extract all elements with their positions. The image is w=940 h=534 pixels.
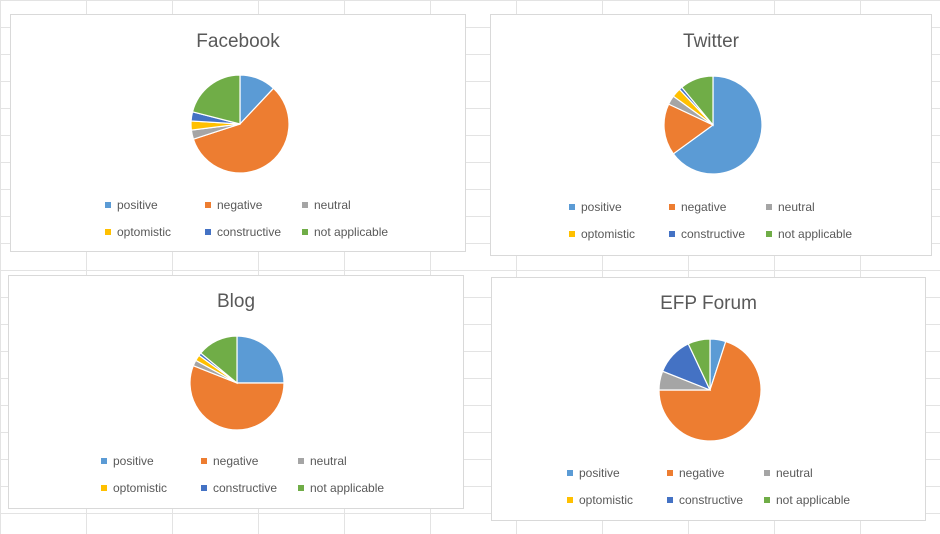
legend-label: constructive [213, 481, 278, 495]
legend-label: neutral [314, 198, 351, 212]
legend-item: constructive [669, 227, 745, 241]
chart-card: Twitter positive negative neutral optomistic… [490, 14, 932, 256]
legend-item: optomistic [101, 481, 167, 495]
pie-chart [189, 335, 285, 431]
legend-item: constructive [205, 225, 281, 239]
legend-swatch [667, 497, 673, 503]
legend-label: positive [579, 466, 620, 480]
legend-item: positive [101, 454, 154, 468]
legend-label: negative [679, 466, 725, 480]
pie-slice-negative [189, 364, 285, 431]
legend-swatch [101, 458, 107, 464]
legend-label: positive [581, 200, 622, 214]
pie-slice-negative [658, 340, 762, 442]
legend-swatch [569, 204, 575, 210]
legend-label: positive [117, 198, 158, 212]
legend-item: positive [105, 198, 158, 212]
legend-label: neutral [778, 200, 815, 214]
legend-swatch [766, 231, 772, 237]
legend-item: optomistic [567, 493, 633, 507]
legend-item: neutral [298, 454, 347, 468]
legend-label: negative [681, 200, 727, 214]
legend-swatch [205, 202, 211, 208]
chart-title: Twitter [683, 31, 739, 52]
legend-label: not applicable [776, 493, 851, 507]
legend-item: neutral [766, 200, 815, 214]
legend-label: negative [213, 454, 259, 468]
pie-chart [663, 75, 763, 175]
legend-swatch [764, 470, 770, 476]
legend-label: neutral [776, 466, 813, 480]
legend-swatch [669, 204, 675, 210]
pie-slice-not-applicable [680, 75, 714, 127]
legend-item: not applicable [766, 227, 852, 241]
pie-slice-not-applicable [191, 74, 241, 125]
legend-swatch [101, 485, 107, 491]
pie-chart [190, 74, 290, 174]
legend-swatch [569, 231, 575, 237]
legend-swatch [298, 458, 304, 464]
legend-item: constructive [667, 493, 743, 507]
legend-label: constructive [681, 227, 746, 241]
legend-label: optomistic [113, 481, 168, 495]
legend-label: negative [217, 198, 263, 212]
legend-swatch [764, 497, 770, 503]
legend-swatch [105, 229, 111, 235]
legend-item: negative [205, 198, 262, 212]
legend-item: negative [201, 454, 258, 468]
pie-slice-negative [663, 103, 715, 155]
chart-card: EFP Forum positive negative neutral optomist… [491, 277, 926, 521]
legend-label: neutral [310, 454, 347, 468]
chart-title: Blog [216, 291, 256, 312]
legend-item: not applicable [764, 493, 850, 507]
pie-chart [658, 338, 762, 442]
legend-item: constructive [201, 481, 277, 495]
legend-swatch [669, 231, 675, 237]
legend-swatch [567, 470, 573, 476]
legend-swatch [298, 485, 304, 491]
legend-label: constructive [679, 493, 744, 507]
legend-item: not applicable [302, 225, 388, 239]
legend-item: neutral [764, 466, 813, 480]
legend-swatch [105, 202, 111, 208]
legend-swatch [667, 470, 673, 476]
legend-item: optomistic [105, 225, 171, 239]
chart-card: Facebook positive negative neutral optomisti… [10, 14, 466, 252]
legend-item: negative [667, 466, 724, 480]
legend-swatch [567, 497, 573, 503]
legend-label: not applicable [778, 227, 853, 241]
legend-label: optomistic [117, 225, 172, 239]
legend-item: not applicable [298, 481, 384, 495]
pie-slice-positive [236, 335, 285, 384]
legend-swatch [201, 485, 207, 491]
legend-swatch [205, 229, 211, 235]
legend-label: constructive [217, 225, 282, 239]
legend-label: not applicable [314, 225, 389, 239]
legend-swatch [302, 229, 308, 235]
pie-slice-not-applicable [687, 338, 711, 391]
legend-item: positive [567, 466, 620, 480]
pie-slice-negative [192, 87, 290, 174]
legend-swatch [201, 458, 207, 464]
chart-title: EFP Forum [660, 293, 757, 314]
legend-item: optomistic [569, 227, 635, 241]
pie-slice-positive [672, 75, 763, 175]
legend-label: not applicable [310, 481, 385, 495]
legend-label: positive [113, 454, 154, 468]
pie-slice-not-applicable [199, 335, 238, 385]
legend-item: positive [569, 200, 622, 214]
legend-label: optomistic [579, 493, 634, 507]
chart-card: Blog positive negative neutral optomistic con… [8, 275, 464, 509]
legend-item: neutral [302, 198, 351, 212]
legend-swatch [766, 204, 772, 210]
chart-title: Facebook [196, 31, 280, 52]
legend-label: optomistic [581, 227, 636, 241]
legend-swatch [302, 202, 308, 208]
legend-item: negative [669, 200, 726, 214]
